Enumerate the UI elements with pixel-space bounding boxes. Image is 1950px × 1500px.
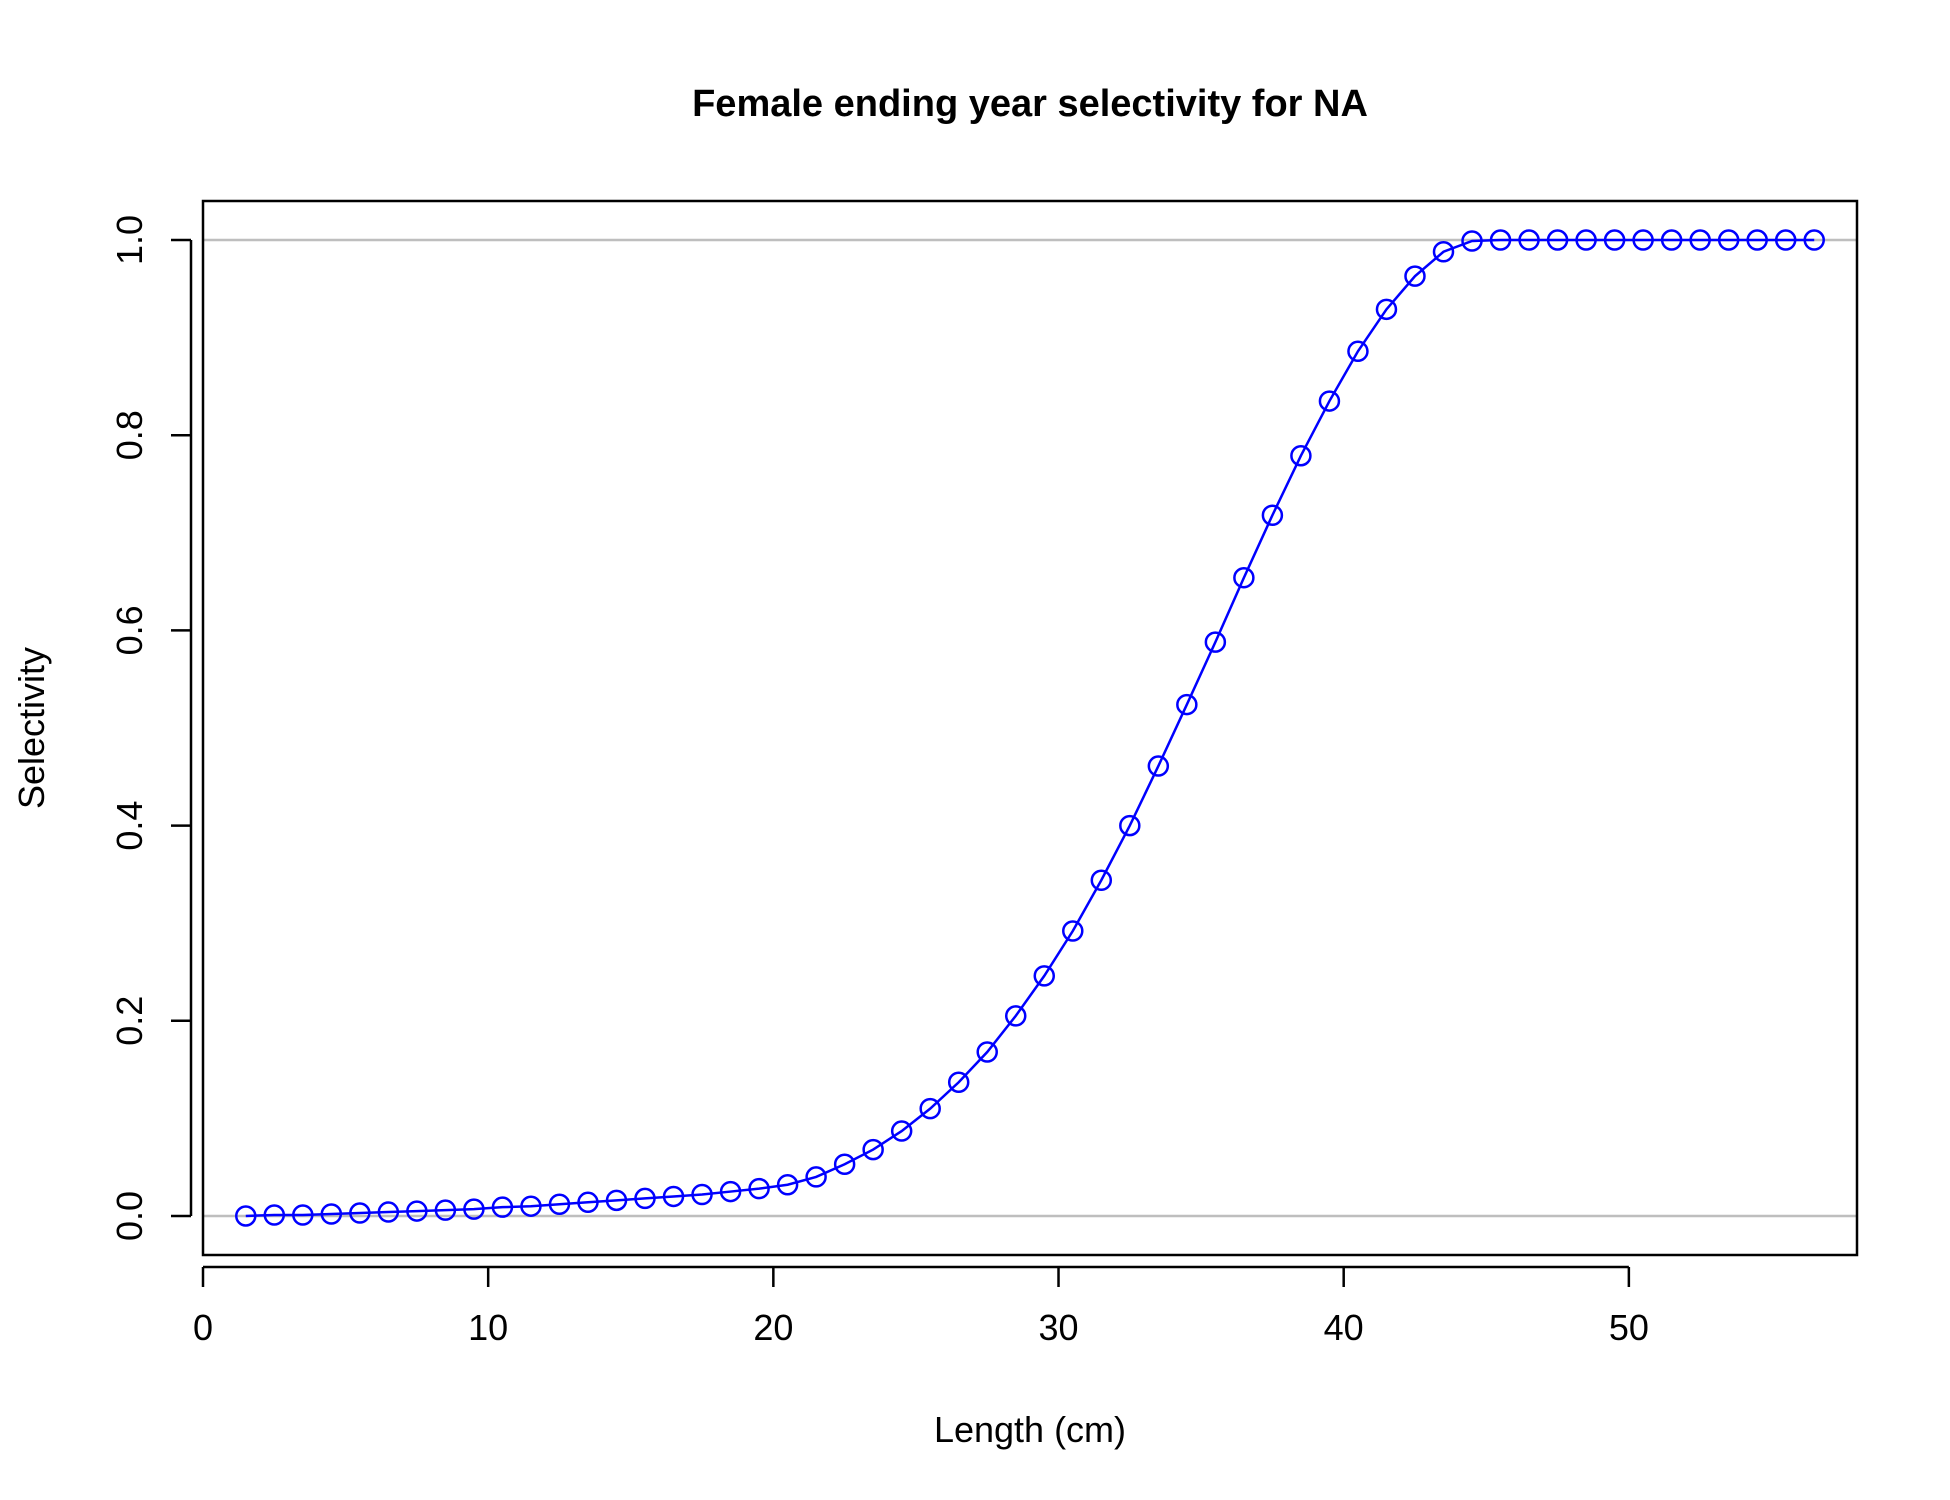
data-point [1632, 229, 1654, 251]
data-point [662, 1185, 685, 1208]
data-point [1404, 265, 1426, 287]
x-axis: 0 10 20 30 40 50 [193, 1265, 1649, 1348]
data-point [1004, 1005, 1027, 1027]
data-point [1717, 229, 1740, 251]
data-point [1033, 965, 1056, 987]
data-point [463, 1198, 485, 1220]
data-point [1290, 444, 1312, 467]
data-point [634, 1187, 656, 1210]
data-point [1318, 390, 1341, 412]
data-point [691, 1183, 713, 1206]
data-point [1062, 920, 1084, 942]
data-point [1603, 229, 1626, 251]
data-point [520, 1195, 542, 1217]
data-point [320, 1203, 343, 1225]
data-point [805, 1166, 827, 1188]
x-tick-label: 50 [1609, 1307, 1649, 1348]
data-point [491, 1196, 514, 1218]
data-point [406, 1200, 428, 1222]
data-point [776, 1173, 799, 1196]
series-line-0 [245, 238, 1815, 1218]
data-point [947, 1071, 970, 1094]
y-tick-label: 0.8 [109, 410, 150, 460]
reference-lines [203, 238, 1857, 1218]
data-point [577, 1191, 599, 1214]
y-tick-label: 0.0 [109, 1191, 150, 1241]
data-point [1461, 230, 1483, 252]
data-point [1774, 229, 1797, 251]
data-point [1689, 229, 1711, 251]
data-point [719, 1180, 742, 1203]
data-point [1518, 229, 1540, 251]
data-point [1660, 229, 1683, 251]
data-point [862, 1138, 884, 1161]
y-tick-label: 1.0 [109, 215, 150, 265]
x-tick-label: 0 [193, 1307, 213, 1348]
y-tick-label: 0.4 [109, 801, 150, 851]
data-point [890, 1120, 913, 1142]
data-point [1204, 631, 1227, 653]
data-point [377, 1201, 400, 1223]
y-axis: 0.0 0.2 0.4 0.6 0.8 1.0 [109, 215, 193, 1241]
x-axis-label: Length (cm) [934, 1409, 1126, 1450]
data-point [1119, 814, 1141, 837]
data-point [919, 1097, 941, 1120]
data-point [292, 1204, 314, 1226]
x-tick-label: 40 [1324, 1307, 1364, 1348]
data-point [1746, 229, 1768, 251]
data-point [548, 1193, 571, 1216]
chart-title: Female ending year selectivity for NA [692, 83, 1368, 125]
y-tick-label: 0.6 [109, 605, 150, 655]
data-point [1090, 869, 1113, 891]
data-point [1233, 566, 1255, 589]
x-tick-label: 10 [468, 1307, 508, 1348]
data-point [1347, 340, 1369, 363]
y-axis-label: Selectivity [11, 647, 52, 809]
data-point [1261, 504, 1284, 526]
data-point [1489, 229, 1512, 251]
data-point [1176, 693, 1198, 716]
data-point [235, 1205, 257, 1227]
data-point [605, 1189, 628, 1212]
plot-frame [201, 199, 1859, 1257]
series-layer [235, 229, 1825, 1227]
data-point [833, 1153, 856, 1175]
data-point [1147, 755, 1170, 777]
data-point [263, 1204, 286, 1226]
x-tick-label: 30 [1038, 1307, 1078, 1348]
data-point [748, 1177, 770, 1200]
data-point [1575, 229, 1597, 251]
data-point [1803, 229, 1825, 251]
data-point [1546, 229, 1569, 251]
data-point [1375, 298, 1398, 321]
data-point [976, 1041, 998, 1063]
y-tick-label: 0.2 [109, 996, 150, 1046]
data-point [1432, 240, 1455, 263]
data-point [434, 1199, 457, 1221]
data-point [349, 1202, 371, 1224]
x-tick-label: 20 [753, 1307, 793, 1348]
